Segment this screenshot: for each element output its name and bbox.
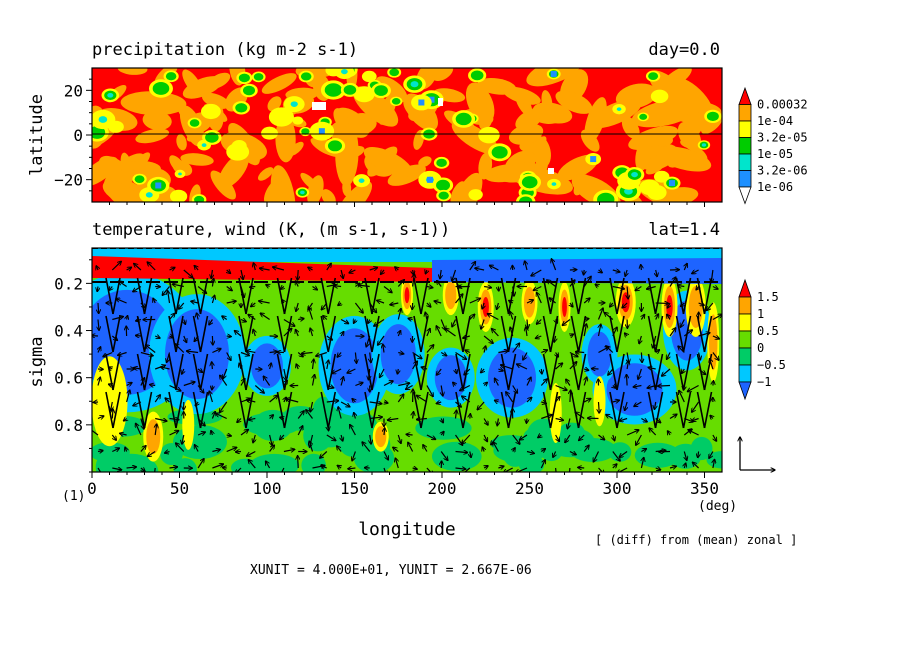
temp-legend-arrow-top <box>738 278 752 298</box>
vector-unit-label: XUNIT = 4.000E+01, YUNIT = 2.667E-06 <box>250 563 532 578</box>
longitude-xtick-label: 200 <box>428 479 457 498</box>
precip-legend-label: 0.00032 <box>757 98 808 112</box>
sigma-ylabel: sigma <box>27 336 47 387</box>
precip-legend-swatch <box>738 170 752 188</box>
deg-label: (deg) <box>698 499 737 514</box>
temp-legend-arrow-bottom <box>738 381 752 401</box>
longitude-xtick-label: 250 <box>515 479 544 498</box>
temp-xticks: 0 50 100 150 200 250 300 350 <box>87 472 719 498</box>
precip-legend-label: 1e-05 <box>757 147 793 161</box>
precip-field <box>92 68 722 202</box>
precip-legend-swatch <box>738 153 752 171</box>
precip-ylabel: latitude <box>27 94 47 176</box>
temp-yticks: 0.2 0.4 0.6 0.8 <box>54 259 92 473</box>
precip-legend: 0.00032 1e-04 3.2e-05 1e-05 3.2e-06 1e-06 <box>738 86 808 205</box>
sigma-ytick-label: 0.2 <box>54 274 83 293</box>
temp-legend-swatch <box>738 296 752 315</box>
wind-vectors <box>92 259 722 472</box>
precip-legend-label: 3.2e-06 <box>757 164 808 178</box>
day-label: day=0.0 <box>648 40 720 60</box>
zonal-note: [ (diff) from (mean) zonal ] <box>595 533 797 547</box>
temp-legend-swatch <box>738 364 752 383</box>
precip-yticks: 20 0 −20 <box>54 78 705 207</box>
precip-legend-arrow-top <box>738 86 752 105</box>
precip-title: precipitation (kg m-2 s-1) <box>92 40 358 60</box>
temp-legend-label: 0 <box>757 341 764 355</box>
temp-legend: 1.5 1 0.5 0 −0.5 −1 <box>738 278 786 401</box>
longitude-xlabel: longitude <box>358 519 456 540</box>
temp-legend-label: 0.5 <box>757 324 779 338</box>
temp-title: temperature, wind (K, (m s-1, s-1)) <box>92 220 450 240</box>
precip-ytick-label: 20 <box>64 81 83 100</box>
temp-legend-swatch <box>738 313 752 332</box>
temp-field <box>92 248 722 472</box>
precip-ytick-label: 0 <box>73 126 83 145</box>
lat-label: lat=1.4 <box>648 220 720 240</box>
precip-legend-swatch <box>738 120 752 138</box>
precip-ytick-label: −20 <box>54 171 83 190</box>
sigma-ytick-label: 0.8 <box>54 416 83 435</box>
precip-legend-swatch <box>738 137 752 155</box>
precip-legend-label: 3.2e-05 <box>757 131 808 145</box>
precip-legend-label: 1e-04 <box>757 114 793 128</box>
temp-legend-label: −1 <box>757 375 771 389</box>
corner-label: (1) <box>62 489 85 504</box>
sigma-ytick-label: 0.4 <box>54 322 83 341</box>
longitude-xtick-label: 150 <box>340 479 369 498</box>
longitude-xtick-label: 50 <box>170 479 189 498</box>
longitude-xtick-label: 0 <box>87 479 97 498</box>
temp-legend-label: 1.5 <box>757 290 779 304</box>
longitude-xtick-label: 350 <box>690 479 719 498</box>
longitude-xtick-label: 300 <box>603 479 632 498</box>
precip-legend-label: 1e-06 <box>757 180 793 194</box>
longitude-xtick-label: 100 <box>253 479 282 498</box>
precip-legend-arrow-bottom <box>738 186 752 205</box>
temp-legend-swatch <box>738 330 752 349</box>
precip-legend-swatch <box>738 104 752 122</box>
temp-legend-label: 1 <box>757 307 764 321</box>
temp-legend-label: −0.5 <box>757 358 786 372</box>
sigma-ytick-label: 0.6 <box>54 369 83 388</box>
temp-legend-swatch <box>738 347 752 366</box>
reference-vector <box>740 437 775 470</box>
